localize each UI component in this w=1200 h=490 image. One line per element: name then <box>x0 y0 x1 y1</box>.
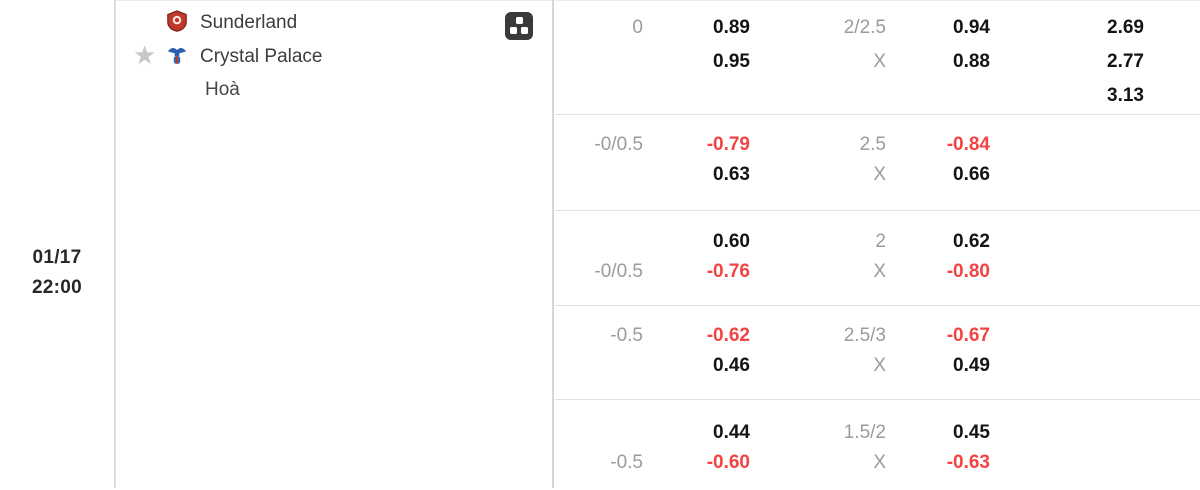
home-handicap-odds: 0.89 0.95 <box>620 0 750 79</box>
home-odds-bottom[interactable]: -0.60 <box>706 452 750 473</box>
total-line-value: 2.5/3 <box>843 325 886 346</box>
home-odds-top[interactable]: -0.62 <box>706 325 750 346</box>
handicap-value: -0.5 <box>610 325 643 346</box>
row-divider <box>555 399 1200 400</box>
home-odds-bottom[interactable]: -0.76 <box>706 261 750 282</box>
stats-icon-square <box>521 27 528 34</box>
total-line-value: 1.5/2 <box>843 422 886 443</box>
handicap-line: -0.5 <box>560 306 643 351</box>
home-handicap-odds: 0.44 -0.60 <box>620 400 750 478</box>
handicap-line: -0.5 <box>560 400 643 478</box>
row-divider <box>555 114 1200 115</box>
away-odds-bottom[interactable]: -0.63 <box>946 452 990 473</box>
home-odds-bottom[interactable]: 0.46 <box>713 355 750 376</box>
odds-row: -0/0.5 0.60 -0.76 2 X 0.62 -0.80 <box>555 211 1200 305</box>
handicap-value: -0/0.5 <box>594 134 643 155</box>
away-team-logo <box>166 44 188 66</box>
away-handicap-odds: -0.67 0.49 <box>880 306 990 381</box>
away-odds-bottom[interactable]: 0.88 <box>953 51 990 72</box>
win-draw-lose-odds: 2.69 2.77 3.13 <box>1024 0 1144 113</box>
x-label: X <box>873 261 886 282</box>
handicap-value: -0.5 <box>610 452 643 473</box>
handicap-value: -0/0.5 <box>594 261 643 282</box>
x-label: X <box>873 51 886 72</box>
match-time: 22:00 <box>31 277 83 298</box>
odds-row: -0.5 -0.62 0.46 2.5/3 X -0.67 0.49 <box>555 306 1200 399</box>
match-datetime: 01/17 22:00 <box>0 243 114 303</box>
row-divider <box>555 210 1200 211</box>
handicap-value: 0 <box>632 17 643 38</box>
stats-icon-square <box>510 27 517 34</box>
home-odds-top[interactable]: -0.79 <box>706 134 750 155</box>
x-label: X <box>873 452 886 473</box>
x-label: X <box>873 355 886 376</box>
odds-row: -0/0.5 -0.79 0.63 2.5 X -0.84 0.66 <box>555 115 1200 210</box>
away-odds-bottom[interactable]: -0.80 <box>946 261 990 282</box>
total-line-value: 2/2.5 <box>843 17 886 38</box>
row-divider <box>555 305 1200 306</box>
sunderland-crest-icon <box>167 10 187 32</box>
home-handicap-odds: -0.79 0.63 <box>620 115 750 190</box>
date-column-divider <box>114 0 116 488</box>
home-win-odds[interactable]: 2.69 <box>1107 17 1144 38</box>
handicap-line: 0 <box>560 0 643 45</box>
handicap-line: -0/0.5 <box>560 211 643 287</box>
x-label: X <box>873 164 886 185</box>
home-handicap-odds: -0.62 0.46 <box>620 306 750 381</box>
away-handicap-odds: 0.45 -0.63 <box>880 400 990 478</box>
away-handicap-odds: -0.84 0.66 <box>880 115 990 190</box>
away-win-odds[interactable]: 3.13 <box>1107 85 1144 106</box>
match-date: 01/17 <box>32 247 82 268</box>
stats-icon-square <box>516 17 523 24</box>
odds-row: 0 0.89 0.95 2/2.5 X 0.94 0.88 2.69 2.77 … <box>555 0 1200 114</box>
away-odds-top[interactable]: 0.45 <box>953 422 990 443</box>
away-odds-top[interactable]: 0.62 <box>953 231 990 252</box>
home-odds-top[interactable]: 0.60 <box>713 231 750 252</box>
home-handicap-odds: 0.60 -0.76 <box>620 211 750 287</box>
total-line-value: 2 <box>875 231 886 252</box>
total-line-value: 2.5 <box>859 134 886 155</box>
home-odds-bottom[interactable]: 0.95 <box>713 51 750 72</box>
home-odds-top[interactable]: 0.44 <box>713 422 750 443</box>
away-odds-bottom[interactable]: 0.49 <box>953 355 990 376</box>
away-odds-top[interactable]: -0.84 <box>946 134 990 155</box>
top-divider <box>114 0 1200 1</box>
away-team-name[interactable]: Crystal Palace <box>200 46 323 67</box>
home-team-name[interactable]: Sunderland <box>200 12 298 33</box>
away-handicap-odds: 0.62 -0.80 <box>880 211 990 287</box>
total-goals-line: 2/2.5 X <box>786 0 886 79</box>
odds-row: -0.5 0.44 -0.60 1.5/2 X 0.45 -0.63 <box>555 400 1200 490</box>
away-odds-top[interactable]: -0.67 <box>946 325 990 346</box>
handicap-line: -0/0.5 <box>560 115 643 160</box>
home-team-logo <box>166 10 188 32</box>
total-goals-line: 2 X <box>786 211 886 287</box>
home-odds-top[interactable]: 0.89 <box>713 17 750 38</box>
away-odds-bottom[interactable]: 0.66 <box>953 164 990 185</box>
odds-column-divider <box>552 0 554 488</box>
favorite-star-icon[interactable]: ★ <box>133 40 157 70</box>
standings-stats-icon[interactable] <box>505 12 533 40</box>
crystal-palace-eagle-icon <box>167 47 187 64</box>
draw-label: Hoà <box>205 79 240 100</box>
home-odds-bottom[interactable]: 0.63 <box>713 164 750 185</box>
draw-odds[interactable]: 2.77 <box>1107 51 1144 72</box>
away-odds-top[interactable]: 0.94 <box>953 17 990 38</box>
total-goals-line: 2.5 X <box>786 115 886 190</box>
away-handicap-odds: 0.94 0.88 <box>880 0 990 79</box>
total-goals-line: 2.5/3 X <box>786 306 886 381</box>
total-goals-line: 1.5/2 X <box>786 400 886 478</box>
